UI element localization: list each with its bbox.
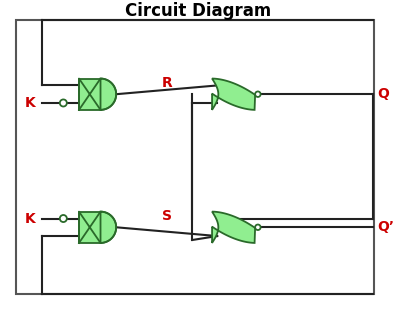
Polygon shape — [79, 79, 101, 110]
Text: Q’: Q’ — [377, 220, 394, 234]
Circle shape — [60, 215, 67, 222]
Text: S: S — [162, 209, 172, 223]
Circle shape — [60, 100, 67, 107]
Polygon shape — [212, 211, 255, 243]
Text: Q: Q — [377, 87, 389, 101]
Polygon shape — [101, 79, 116, 110]
Polygon shape — [212, 79, 255, 110]
Text: K: K — [25, 211, 36, 225]
Text: R: R — [162, 75, 172, 89]
Circle shape — [255, 225, 261, 230]
Polygon shape — [79, 211, 101, 243]
Polygon shape — [101, 211, 116, 243]
Text: K: K — [25, 96, 36, 110]
Text: Circuit Diagram: Circuit Diagram — [125, 2, 271, 20]
Circle shape — [255, 92, 261, 97]
